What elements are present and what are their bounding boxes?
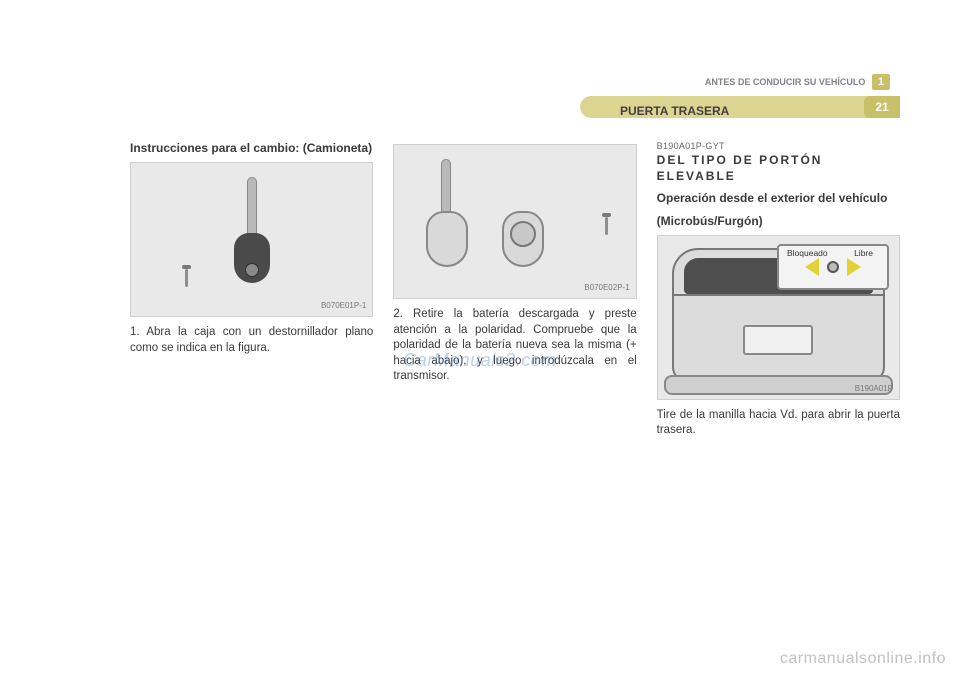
running-head: ANTES DE CONDUCIR SU VEHÍCULO 1 (705, 76, 890, 88)
figure-code: B070E01P-1 (321, 301, 366, 312)
label-locked: Bloqueado (787, 248, 828, 259)
screw-icon (605, 217, 608, 235)
vehicle-body (672, 294, 885, 383)
watermark-footer: carmanualsonline.info (780, 650, 946, 668)
section-title: PUERTA TRASERA (620, 104, 729, 118)
header-tab: ANTES DE CONDUCIR SU VEHÍCULO 1 PUERTA T… (580, 90, 900, 124)
key-fob-icon (234, 233, 270, 283)
battery-icon (510, 221, 536, 247)
fob-front-shell-icon (426, 211, 468, 267)
col3-heading3: (Microbús/Furgón) (657, 213, 900, 229)
column-1: Instrucciones para el cambio: (Camioneta… (130, 140, 373, 445)
vehicle-rear-icon: Bloqueado Libre (658, 236, 899, 399)
reference-code: B190A01P-GYT (657, 140, 725, 152)
col1-heading: Instrucciones para el cambio: (Camioneta… (130, 140, 373, 156)
col3-heading1: DEL TIPO DE PORTÓN ELEVABLE (657, 152, 900, 184)
figure-key-closed: B070E01P-1 (130, 162, 373, 317)
keyhole-icon (827, 261, 839, 273)
lock-detail-callout: Bloqueado Libre (777, 244, 889, 290)
arrow-left-icon (805, 258, 819, 276)
screw-icon (185, 269, 188, 287)
license-plate (743, 325, 813, 355)
running-title: ANTES DE CONDUCIR SU VEHÍCULO (705, 77, 866, 87)
column-2: B070E02P-1 2. Retire la batería descarga… (393, 140, 636, 445)
content-columns: Instrucciones para el cambio: (Camioneta… (130, 140, 900, 445)
key-blade-icon (441, 159, 451, 219)
label-free: Libre (854, 248, 873, 259)
page-number: 21 (864, 96, 900, 118)
col3-caption: Tire de la manilla hacia Vd. para abrir … (657, 408, 900, 439)
chapter-number: 1 (872, 74, 890, 90)
col1-step1: 1. Abra la caja con un destornillador pl… (130, 325, 373, 356)
manual-page: ANTES DE CONDUCIR SU VEHÍCULO 1 PUERTA T… (130, 90, 900, 638)
key-blade-icon (247, 177, 257, 237)
col2-step2: 2. Retire la batería descargada y preste… (393, 307, 636, 385)
col3-heading2: Operación desde el exterior del vehículo (657, 190, 900, 206)
figure-key-open: B070E02P-1 (393, 144, 636, 299)
arrow-right-icon (847, 258, 861, 276)
column-3: B190A01P-GYT DEL TIPO DE PORTÓN ELEVABLE… (657, 140, 900, 445)
fob-back-shell-icon (502, 211, 544, 267)
figure-tailgate: Bloqueado Libre B190A01P (657, 235, 900, 400)
tab-background: PUERTA TRASERA (580, 96, 900, 118)
figure-code: B190A01P (855, 384, 893, 395)
figure-code: B070E02P-1 (584, 283, 629, 294)
